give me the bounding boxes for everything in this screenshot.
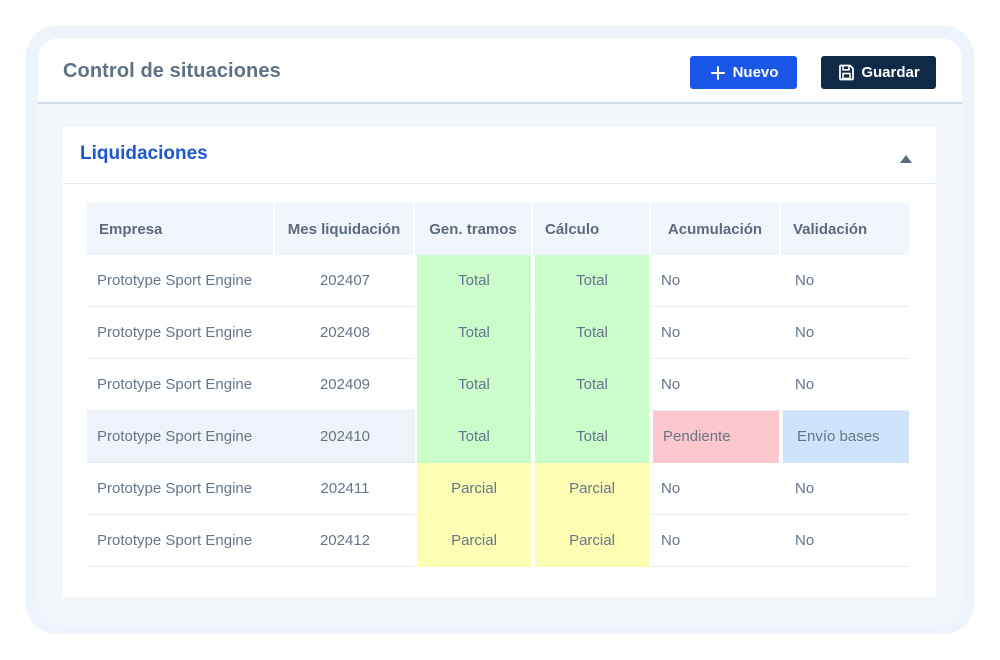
cell-mes: 202411 xyxy=(275,463,415,515)
cell-mes: 202407 xyxy=(275,255,415,307)
cell-empresa: Prototype Sport Engine xyxy=(87,359,275,411)
column-header-acumulacion[interactable]: Acumulación xyxy=(651,203,781,255)
cell-acumulacion: No xyxy=(651,307,781,359)
cell-acumulacion: No xyxy=(651,463,781,515)
column-header-validacion[interactable]: Validación xyxy=(781,203,909,255)
cell-mes: 202410 xyxy=(275,411,415,463)
table-row[interactable]: Prototype Sport Engine 202412 Parcial Pa… xyxy=(87,515,909,567)
cell-validacion: No xyxy=(781,515,909,567)
cell-mes: 202409 xyxy=(275,359,415,411)
table-row[interactable]: Prototype Sport Engine 202409 Total Tota… xyxy=(87,359,909,411)
page-header: Control de situaciones Nuevo Guardar xyxy=(38,38,962,104)
cell-acumulacion: No xyxy=(651,515,781,567)
cell-empresa: Prototype Sport Engine xyxy=(87,515,275,567)
cell-calculo: Total xyxy=(533,255,651,307)
cell-acumulacion: No xyxy=(651,359,781,411)
cell-acumulacion-pendiente: Pendiente xyxy=(651,411,781,463)
table-header-row: Empresa Mes liquidación Gen. tramos Cálc… xyxy=(87,203,909,255)
panel-header[interactable]: Liquidaciones xyxy=(63,127,936,184)
cell-validacion: No xyxy=(781,255,909,307)
column-header-empresa[interactable]: Empresa xyxy=(87,203,275,255)
save-button[interactable]: Guardar xyxy=(821,56,936,89)
cell-mes: 202412 xyxy=(275,515,415,567)
cell-validacion: No xyxy=(781,307,909,359)
cell-validacion: No xyxy=(781,463,909,515)
cell-calculo: Parcial xyxy=(533,463,651,515)
cell-empresa: Prototype Sport Engine xyxy=(87,411,275,463)
app-window: Control de situaciones Nuevo Guardar Liq… xyxy=(38,38,962,626)
cell-calculo: Total xyxy=(533,411,651,463)
cell-validacion: No xyxy=(781,359,909,411)
cell-tramos: Parcial xyxy=(415,463,533,515)
save-button-label: Guardar xyxy=(861,64,920,81)
floppy-disk-icon xyxy=(837,64,855,82)
cell-tramos: Total xyxy=(415,411,533,463)
plus-icon xyxy=(709,64,727,82)
column-header-tramos[interactable]: Gen. tramos xyxy=(415,203,533,255)
cell-empresa: Prototype Sport Engine xyxy=(87,307,275,359)
table-row[interactable]: Prototype Sport Engine 202407 Total Tota… xyxy=(87,255,909,307)
cell-calculo: Total xyxy=(533,307,651,359)
cell-calculo: Total xyxy=(533,359,651,411)
chevron-up-icon[interactable] xyxy=(899,151,913,163)
column-header-mes[interactable]: Mes liquidación xyxy=(275,203,415,255)
panel-title: Liquidaciones xyxy=(80,143,208,164)
table-row[interactable]: Prototype Sport Engine 202411 Parcial Pa… xyxy=(87,463,909,515)
cell-empresa: Prototype Sport Engine xyxy=(87,255,275,307)
cell-mes: 202408 xyxy=(275,307,415,359)
cell-tramos: Total xyxy=(415,359,533,411)
column-header-calculo[interactable]: Cálculo xyxy=(533,203,651,255)
table-row-selected[interactable]: Prototype Sport Engine 202410 Total Tota… xyxy=(87,411,909,463)
table-row[interactable]: Prototype Sport Engine 202408 Total Tota… xyxy=(87,307,909,359)
cell-empresa: Prototype Sport Engine xyxy=(87,463,275,515)
cell-tramos: Parcial xyxy=(415,515,533,567)
cell-acumulacion: No xyxy=(651,255,781,307)
cell-validacion-envio: Envío bases xyxy=(781,411,909,463)
cell-calculo: Parcial xyxy=(533,515,651,567)
cell-tramos: Total xyxy=(415,307,533,359)
new-button[interactable]: Nuevo xyxy=(690,56,797,89)
page-title: Control de situaciones xyxy=(63,60,281,82)
liquidaciones-table: Empresa Mes liquidación Gen. tramos Cálc… xyxy=(87,203,909,567)
cell-tramos: Total xyxy=(415,255,533,307)
new-button-label: Nuevo xyxy=(732,64,779,81)
liquidaciones-panel: Liquidaciones Empresa Mes liquidación Ge… xyxy=(63,127,936,597)
